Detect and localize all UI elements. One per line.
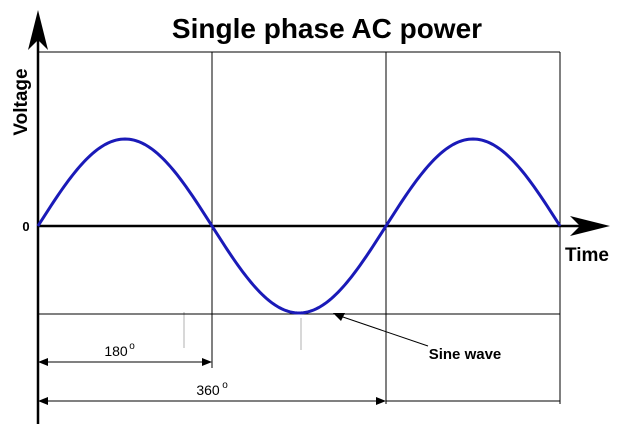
dim-180-right-arrow-icon <box>202 358 212 366</box>
zero-label: 0 <box>22 219 29 234</box>
y-axis-label: Voltage <box>11 68 32 135</box>
dim-180-degree-sup: o <box>129 341 135 352</box>
x-axis-label: Time <box>565 245 609 266</box>
dim-360-degree-sup: o <box>222 380 228 391</box>
dim-180-value: 180 <box>104 343 128 359</box>
sine-wave-pointer-arrow-icon <box>333 313 345 321</box>
sine-wave-pointer-line <box>339 315 429 347</box>
diagram-title: Single phase AC power <box>172 13 482 44</box>
x-axis-arrow-icon <box>570 216 610 236</box>
dim-360-left-arrow-icon <box>38 397 48 405</box>
y-axis-arrow-icon <box>28 10 48 50</box>
dim-360-value: 360 <box>196 382 220 398</box>
sine-wave-curve <box>36 137 562 315</box>
sine-wave-label: Sine wave <box>429 346 502 363</box>
dim-360-right-arrow-icon <box>376 397 386 405</box>
dim-180-left-arrow-icon <box>38 358 48 366</box>
